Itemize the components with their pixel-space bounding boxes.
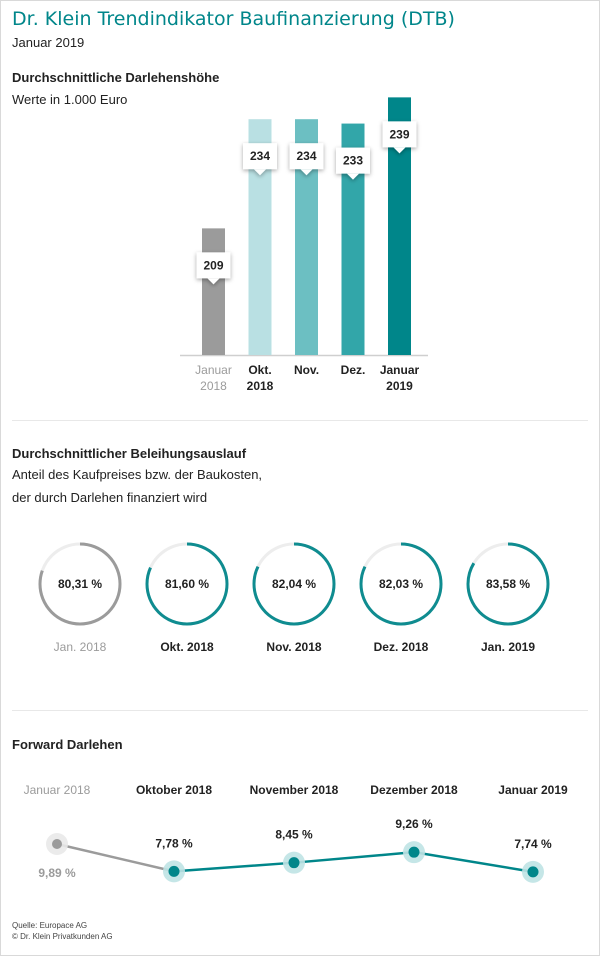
data-label-callout [289, 143, 324, 176]
source-text: Quelle: Europace AG [12, 921, 88, 930]
line-category-label: Oktober 2018 [136, 783, 212, 797]
tick-label: 2018 [247, 379, 274, 393]
section-divider [12, 420, 588, 421]
line-category-label: Dezember 2018 [370, 783, 458, 797]
tick-label: Januar [195, 363, 232, 377]
data-point [408, 846, 420, 858]
page-subtitle: Januar 2019 [12, 35, 85, 50]
callout-pointer [300, 169, 313, 176]
callout-box [336, 147, 370, 174]
line-segment-past [56, 842, 175, 873]
callout-box [243, 143, 277, 170]
line-category-label: Januar 2019 [498, 783, 568, 797]
point-value-label: 8,45 % [275, 828, 313, 842]
ring-value-label: 80,31 % [58, 577, 102, 591]
ring-category-label: Nov. 2018 [266, 640, 321, 654]
tick-label: 2018 [200, 379, 227, 393]
data-point [527, 866, 539, 878]
ring-arc [466, 542, 550, 626]
forward-loan-line-chart: Januar 2018 Oktober 2018 November 2018 Deze… [24, 783, 568, 883]
point-value-label: 9,26 % [395, 817, 433, 831]
section-loan-amount-subtitle: Werte in 1.000 Euro [12, 92, 128, 107]
callout-pointer [207, 278, 220, 285]
bar [295, 119, 318, 355]
callout-pointer [254, 169, 266, 176]
ring-value-label: 82,03 % [379, 577, 423, 591]
ring-arc [252, 542, 336, 626]
tick-label: Okt. [248, 363, 271, 377]
ring-value-label: 81,60 % [165, 577, 209, 591]
callout-box [196, 252, 231, 279]
ring-category-label: Jan. 2019 [481, 640, 535, 654]
line-category-label: November 2018 [250, 783, 339, 797]
data-label: 233 [343, 154, 363, 168]
loan-amount-bar-chart: 209 Januar 2018 234 Okt. 2018 234 Nov. 233 Dez. 23… [180, 97, 428, 393]
line-category-label: Januar 2018 [24, 783, 91, 797]
ring-arc [145, 542, 229, 626]
section-forward-title: Forward Darlehen [12, 737, 123, 752]
ring-value-label: 83,58 % [486, 577, 530, 591]
bar [341, 123, 365, 355]
ring-category-label: Jan. 2018 [54, 640, 107, 654]
ring-arc [359, 542, 443, 626]
callout-pointer [393, 147, 406, 154]
data-point [288, 857, 300, 869]
ring-category-label: Dez. 2018 [374, 640, 429, 654]
data-label-callout [336, 147, 370, 180]
copyright-text: © Dr. Klein Privatkunden AG [12, 932, 113, 941]
section-loan-amount-title: Durchschnittliche Darlehenshöhe [12, 70, 220, 85]
bar [388, 97, 411, 355]
callout-pointer [347, 173, 359, 180]
bar [248, 119, 272, 355]
page-title: Dr. Klein Trendindikator Baufinanzierung… [12, 8, 455, 30]
section-ltv-subtitle-1: Anteil des Kaufpreises bzw. der Baukoste… [12, 467, 263, 482]
ring-arc [38, 542, 122, 626]
ring-category-label: Okt. 2018 [160, 640, 214, 654]
ltv-ring-chart: 80,31 % Jan. 2018 81,60 % Okt. 2018 82,04 % N… [38, 542, 550, 654]
data-point [168, 865, 180, 877]
data-label-callout [382, 121, 417, 154]
data-label-callout [243, 143, 277, 176]
line-series [173, 850, 534, 874]
point-value-label: 7,74 % [514, 837, 552, 851]
tick-label: Nov. [294, 363, 319, 377]
data-label: 239 [389, 127, 409, 141]
data-label: 209 [203, 258, 223, 272]
tick-label: 2019 [386, 379, 413, 393]
section-divider [12, 710, 588, 711]
callout-box [289, 143, 324, 170]
data-label: 234 [250, 149, 270, 163]
section-ltv-subtitle-2: der durch Darlehen finanziert wird [12, 490, 208, 505]
ring-value-label: 82,04 % [272, 577, 316, 591]
tick-label: Januar [380, 363, 420, 377]
section-ltv-title: Durchschnittlicher Beleihungsauslauf [12, 446, 247, 461]
point-value-label: 7,78 % [155, 836, 193, 850]
bar [202, 228, 225, 355]
source-note: Quelle: Europace AG © Dr. Klein Privatku… [12, 920, 113, 942]
callout-box [382, 121, 417, 148]
data-point [52, 839, 62, 850]
point-value-label: 9,89 % [38, 866, 76, 880]
data-label-callout [196, 252, 231, 285]
data-label: 234 [296, 149, 316, 163]
tick-label: Dez. [341, 363, 366, 377]
